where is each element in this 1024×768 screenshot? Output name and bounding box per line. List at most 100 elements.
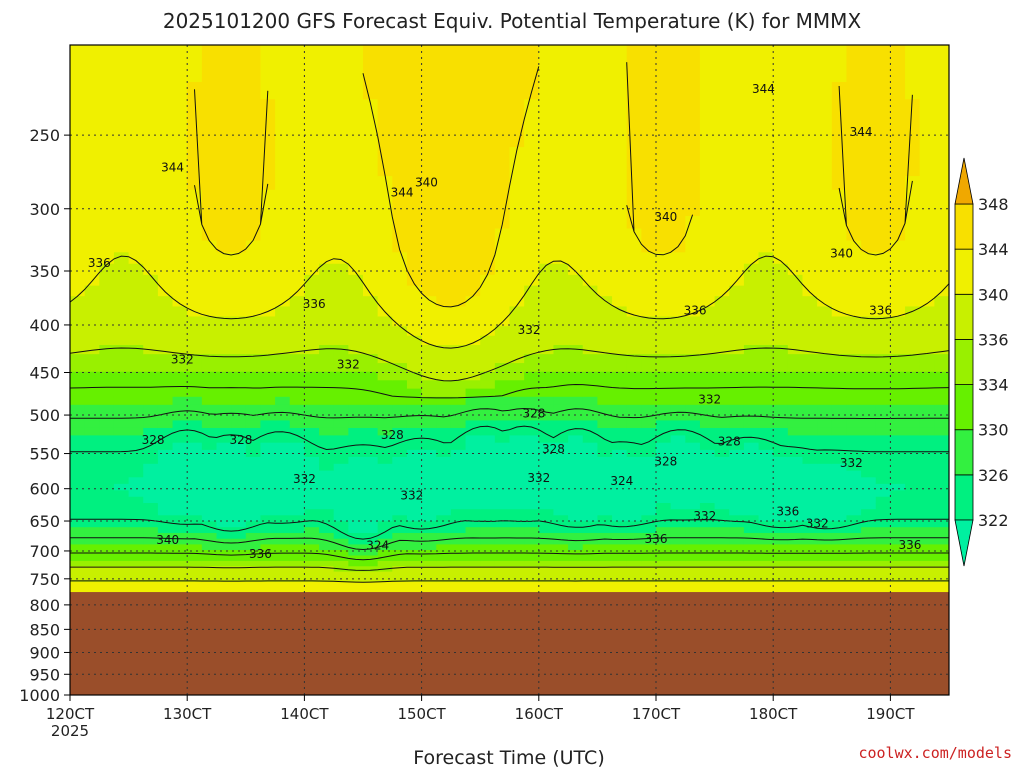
field-cell [231, 503, 247, 510]
field-cell [597, 527, 613, 534]
field-cell [348, 147, 364, 163]
field-cell [743, 263, 760, 276]
field-cell [128, 515, 144, 522]
field-cell [319, 252, 335, 265]
field-cell [421, 544, 437, 551]
field-cell [656, 477, 672, 485]
field-cell [406, 404, 423, 414]
field-cell [436, 509, 452, 516]
field-cell [758, 490, 774, 498]
field-cell [348, 581, 364, 588]
field-cell [861, 521, 877, 528]
field-cell [582, 566, 598, 573]
site-credit[interactable]: coolwx.com/models [858, 744, 1012, 762]
field-cell [260, 263, 276, 276]
field-cell [817, 240, 833, 253]
field-cell [377, 571, 393, 578]
field-cell [289, 263, 305, 276]
field-cell [363, 581, 379, 588]
field-cell [216, 449, 232, 458]
field-cell [494, 306, 511, 318]
field-cell [319, 296, 335, 308]
field-cell [392, 354, 408, 364]
field-cell [84, 503, 100, 510]
field-cell [143, 555, 159, 562]
field-cell [905, 509, 921, 516]
field-cell [787, 427, 804, 437]
field-cell [626, 263, 642, 276]
field-cell [187, 463, 203, 472]
field-cell [802, 115, 818, 133]
field-cell [743, 252, 760, 265]
field-cell [128, 285, 144, 297]
field-cell [289, 470, 305, 478]
field-cell [758, 335, 774, 346]
field-cell [70, 396, 86, 406]
field-cell [465, 131, 481, 148]
field-cell [758, 503, 774, 510]
field-cell [421, 203, 437, 217]
field-cell [568, 115, 584, 133]
field-cell [289, 515, 305, 522]
field-cell [670, 515, 686, 522]
field-cell [861, 81, 877, 100]
field-cell [319, 115, 335, 133]
field-cell [143, 354, 159, 364]
field-cell [905, 576, 921, 583]
field-cell [597, 263, 613, 276]
field-cell [861, 45, 877, 65]
field-cell [787, 388, 804, 398]
field-cell [70, 533, 86, 540]
field-cell [275, 274, 291, 287]
field-cell [626, 509, 642, 516]
field-cell [729, 228, 745, 242]
field-cell [846, 538, 862, 546]
field-cell [656, 161, 672, 177]
field-cell [553, 477, 569, 485]
field-cell [187, 252, 203, 265]
field-cell [363, 316, 379, 327]
field-cell [319, 533, 335, 540]
field-cell [99, 354, 115, 364]
field-cell [319, 456, 335, 465]
field-cell [275, 161, 291, 177]
field-cell [348, 571, 364, 578]
field-cell [201, 463, 218, 472]
field-cell [568, 442, 584, 451]
field-cell [436, 228, 452, 242]
field-cell [670, 354, 686, 364]
field-cell [304, 496, 320, 504]
field-cell [84, 571, 100, 578]
field-cell [113, 147, 130, 163]
field-cell [714, 147, 730, 163]
field-cell [817, 515, 833, 522]
field-cell [758, 396, 774, 406]
field-cell [817, 555, 833, 562]
field-cell [817, 521, 833, 528]
field-cell [99, 456, 115, 465]
field-cell [582, 560, 598, 567]
field-cell [172, 215, 188, 230]
colorbar-under-arrow [954, 519, 974, 567]
field-cell [626, 463, 642, 472]
field-cell [201, 587, 218, 593]
field-cell [363, 63, 379, 83]
field-cell [890, 285, 906, 297]
field-cell [919, 380, 935, 390]
field-cell [421, 571, 437, 578]
field-cell [714, 442, 730, 451]
field-cell [494, 503, 511, 510]
field-cell [699, 396, 716, 406]
field-cell [289, 354, 305, 364]
field-cell [187, 274, 203, 287]
field-cell [934, 427, 949, 437]
field-cell [216, 388, 232, 398]
field-cell [831, 521, 848, 528]
field-cell [509, 345, 525, 355]
field-cell [817, 581, 833, 588]
field-cell [392, 483, 408, 491]
field-cell [275, 576, 291, 583]
field-cell [113, 544, 130, 551]
field-cell [99, 240, 115, 253]
field-cell [787, 296, 804, 308]
